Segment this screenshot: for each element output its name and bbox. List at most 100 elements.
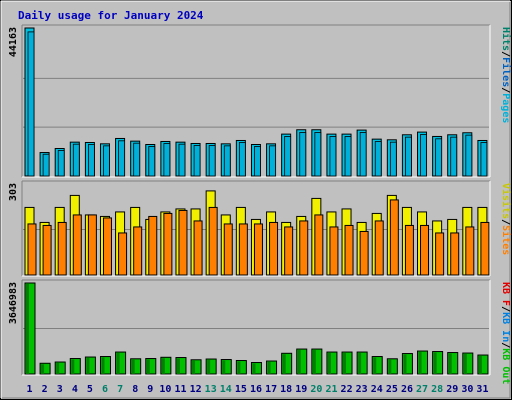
bar-kb-shade-day-17 xyxy=(267,362,271,374)
panel-1-legend-item-5: Pages xyxy=(500,93,511,123)
bar-kb-day-10 xyxy=(160,356,172,375)
x-tick-label-day-31: 31 xyxy=(476,384,488,395)
x-tick-label-day-28: 28 xyxy=(431,384,443,395)
bar-pages-day-30 xyxy=(465,134,473,177)
bar-sites-day-25 xyxy=(389,199,399,276)
bar-kb-day-27 xyxy=(417,350,429,375)
x-tick-label-day-20: 20 xyxy=(310,384,322,395)
x-tick-label-day-15: 15 xyxy=(235,384,247,395)
bar-kb-shade-day-10 xyxy=(161,358,165,374)
bar-kb-shade-day-4 xyxy=(71,359,75,374)
bar-sites-day-5 xyxy=(87,214,97,276)
bar-kb-shade-day-12 xyxy=(192,360,196,374)
x-tick-label-day-22: 22 xyxy=(341,384,353,395)
bar-kb-day-18 xyxy=(281,352,293,375)
x-tick-label-day-25: 25 xyxy=(386,384,398,395)
bar-kb-day-13 xyxy=(205,358,217,375)
bar-sites-day-24 xyxy=(374,220,384,276)
bar-kb-shade-day-26 xyxy=(403,354,407,374)
x-tick-label-day-14: 14 xyxy=(220,384,232,395)
bar-kb-shade-day-29 xyxy=(448,353,452,374)
bar-kb-day-8 xyxy=(130,358,142,375)
bar-pages-day-27 xyxy=(420,134,427,177)
bar-pages-day-29 xyxy=(450,136,458,177)
bar-pages-day-16 xyxy=(254,146,261,177)
bar-sites-day-19 xyxy=(299,220,309,276)
bar-pages-day-31 xyxy=(480,142,488,177)
bar-kb-day-17 xyxy=(266,360,278,375)
bar-sites-day-16 xyxy=(253,223,263,276)
bar-sites-day-7 xyxy=(118,232,128,276)
panel-3-legend-item-5: KB Out xyxy=(500,348,511,384)
bar-pages-day-5 xyxy=(87,144,95,177)
bar-sites-day-20 xyxy=(314,214,324,276)
bar-kb-day-29 xyxy=(447,352,459,375)
bar-kb-shade-day-13 xyxy=(207,360,211,374)
x-tick-label-day-7: 7 xyxy=(117,384,123,395)
bar-kb-day-22 xyxy=(341,351,353,375)
bar-sites-day-27 xyxy=(420,224,430,276)
bar-kb-day-19 xyxy=(296,348,308,375)
bar-kb-shade-day-31 xyxy=(478,356,482,374)
bar-pages-day-25 xyxy=(389,141,397,177)
bar-kb-shade-day-18 xyxy=(282,354,286,374)
bar-kb-shade-day-16 xyxy=(252,363,256,374)
bar-kb-day-30 xyxy=(462,352,474,375)
panel-1-legend-item-2: / xyxy=(500,51,511,57)
bar-kb-shade-day-28 xyxy=(433,352,437,374)
bar-kb-shade-day-23 xyxy=(358,353,362,374)
bar-sites-day-30 xyxy=(465,226,475,276)
bar-pages-day-24 xyxy=(374,141,382,177)
bar-sites-day-13 xyxy=(208,206,218,276)
x-tick-label-day-27: 27 xyxy=(416,384,428,395)
x-tick-label-day-13: 13 xyxy=(205,384,217,395)
bar-pages-day-1 xyxy=(27,31,35,177)
bar-sites-day-28 xyxy=(435,232,445,276)
bar-pages-day-23 xyxy=(359,132,367,177)
panel-1-legend-item-4: / xyxy=(500,87,511,93)
bar-kb-day-28 xyxy=(432,351,444,375)
bar-sites-day-9 xyxy=(148,215,158,276)
bar-kb-day-5 xyxy=(84,356,96,375)
panel-2-legend-item-2: / xyxy=(500,219,511,225)
panel-2-legend-item-3: Sites xyxy=(500,225,512,255)
bar-kb-shade-day-24 xyxy=(373,357,377,374)
x-tick-label-day-26: 26 xyxy=(401,384,413,395)
bar-kb-day-2 xyxy=(39,362,51,375)
bar-pages-day-9 xyxy=(148,146,156,177)
bar-pages-day-12 xyxy=(193,145,201,177)
bar-sites-day-4 xyxy=(72,214,82,276)
panel-3-scale-label: 3646983 xyxy=(8,282,19,324)
bar-kb-day-9 xyxy=(145,358,157,375)
bar-sites-day-29 xyxy=(450,232,460,276)
bar-kb-shade-day-9 xyxy=(146,359,150,374)
panel-1-scale-label: 44163 xyxy=(8,27,19,57)
bar-kb-shade-day-27 xyxy=(418,352,422,374)
bar-sites-day-15 xyxy=(238,223,248,276)
bar-kb-shade-day-5 xyxy=(86,358,90,374)
x-tick-label-day-24: 24 xyxy=(371,384,383,395)
bar-kb-shade-day-11 xyxy=(176,358,180,374)
bar-kb-day-14 xyxy=(220,359,232,375)
x-tick-label-day-2: 2 xyxy=(42,384,48,395)
bar-kb-day-31 xyxy=(477,354,489,375)
panel-1-legend: Hits/Files/Pages xyxy=(500,27,512,123)
panel-2-legend: Visits/Sites xyxy=(500,183,512,255)
panel-3-legend-item-1: KB F xyxy=(500,282,511,306)
bar-kb-shade-day-14 xyxy=(222,360,226,374)
bar-pages-day-21 xyxy=(329,136,337,177)
bar-kb-shade-day-15 xyxy=(237,361,241,374)
bar-kb-day-1 xyxy=(24,282,36,375)
bar-kb-day-11 xyxy=(175,357,187,375)
bar-sites-day-31 xyxy=(480,221,490,276)
bar-pages-day-7 xyxy=(118,140,125,177)
bar-kb-day-26 xyxy=(401,353,413,375)
x-tick-label-day-19: 19 xyxy=(295,384,307,395)
x-tick-label-day-3: 3 xyxy=(57,384,63,395)
bar-pages-day-2 xyxy=(42,153,50,177)
bar-kb-day-6 xyxy=(99,356,111,375)
bar-kb-day-3 xyxy=(54,361,66,375)
